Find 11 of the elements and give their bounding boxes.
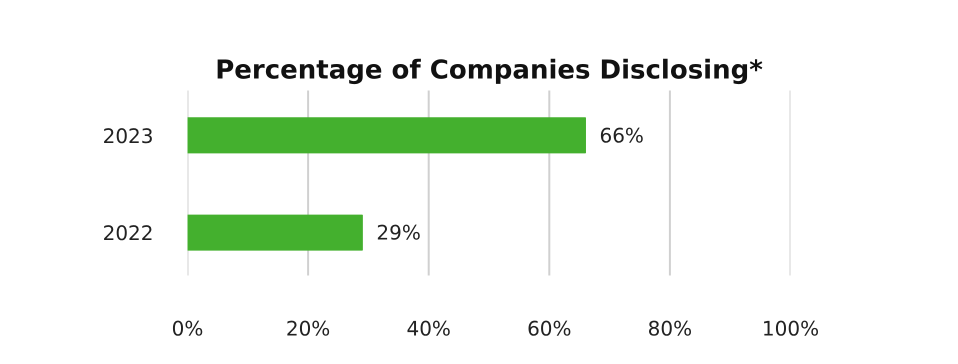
x-tick-label: 0% [172,316,204,340]
chart-title: Percentage of Companies Disclosing* [215,56,764,86]
y-tick-label: 2022 [102,221,154,246]
x-tick-label: 60% [527,316,572,340]
x-tick-label: 100% [762,316,820,340]
x-tick-label: 40% [406,316,451,340]
data-label: 66% [599,123,644,148]
data-label: 29% [376,220,421,245]
x-tick-label: 80% [648,316,692,340]
x-tick-label: 20% [286,316,330,340]
y-tick-label: 2023 [102,124,154,148]
